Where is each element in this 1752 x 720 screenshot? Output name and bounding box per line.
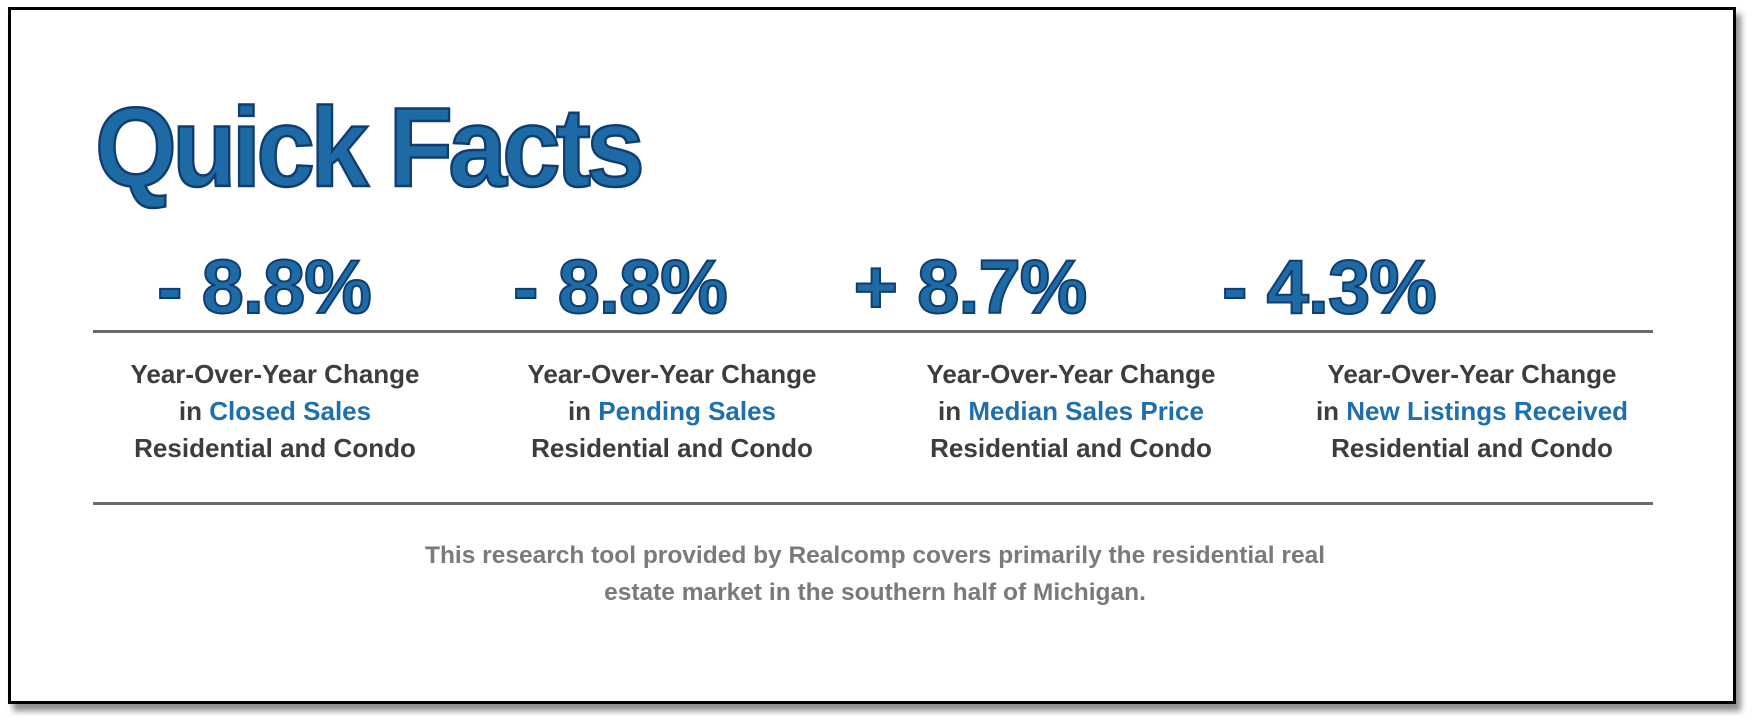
stat-description-pending-sales: Year-Over-Year Change in Pending Sales R… [472,356,872,467]
stat-description-metric-line: in New Listings Received [1272,393,1672,430]
stat-description-line: Year-Over-Year Change [1327,359,1617,389]
divider-bottom [93,502,1653,505]
stat-value-pending-sales: - 8.8% [512,245,729,330]
footnote-line-2: estate market in the southern half of Mi… [604,579,1146,606]
stat-description-line: Year-Over-Year Change [926,359,1216,389]
stat-metric-name: New Listings Received [1346,396,1629,426]
stat-description-prefix: in [567,396,599,426]
stat-description-metric-line: in Closed Sales [75,393,475,430]
stat-description-line: Year-Over-Year Change [527,359,817,389]
stat-description-line: Year-Over-Year Change [130,359,420,389]
stat-description-metric-line: in Pending Sales [472,393,872,430]
stat-descriptions-row: Year-Over-Year Change in Closed Sales Re… [83,356,1653,476]
divider-top [93,330,1653,333]
stat-description-scope: Residential and Condo [134,433,416,463]
stat-description-scope: Residential and Condo [531,433,813,463]
stat-description-closed-sales: Year-Over-Year Change in Closed Sales Re… [75,356,475,467]
stat-description-scope: Residential and Condo [1331,433,1613,463]
stat-values-row: - 8.8% - 8.8% + 8.7% - 4.3% [94,245,1664,330]
stat-value-closed-sales: - 8.8% [156,245,373,330]
stat-metric-name: Median Sales Price [968,396,1204,426]
stat-description-median-sales-price: Year-Over-Year Change in Median Sales Pr… [871,356,1271,467]
stat-value-median-sales-price: + 8.7% [853,245,1089,330]
stat-description-prefix: in [1315,396,1347,426]
source-footnote: This research tool provided by Realcomp … [280,537,1470,611]
stat-description-prefix: in [938,396,969,426]
footnote-line-1: This research tool provided by Realcomp … [424,542,1326,569]
quick-facts-card: Quick Facts - 8.8% - 8.8% + 8.7% - 4.3% [8,7,1736,704]
stat-description-scope: Residential and Condo [930,433,1212,463]
stat-description-new-listings: Year-Over-Year Change in New Listings Re… [1272,356,1672,467]
stat-value-new-listings: - 4.3% [1221,245,1438,330]
stat-description-prefix: in [178,396,210,426]
stat-metric-name: Closed Sales [209,396,372,426]
stat-description-metric-line: in Median Sales Price [871,393,1271,430]
stat-metric-name: Pending Sales [598,396,777,426]
page-title: Quick Facts [94,85,646,210]
